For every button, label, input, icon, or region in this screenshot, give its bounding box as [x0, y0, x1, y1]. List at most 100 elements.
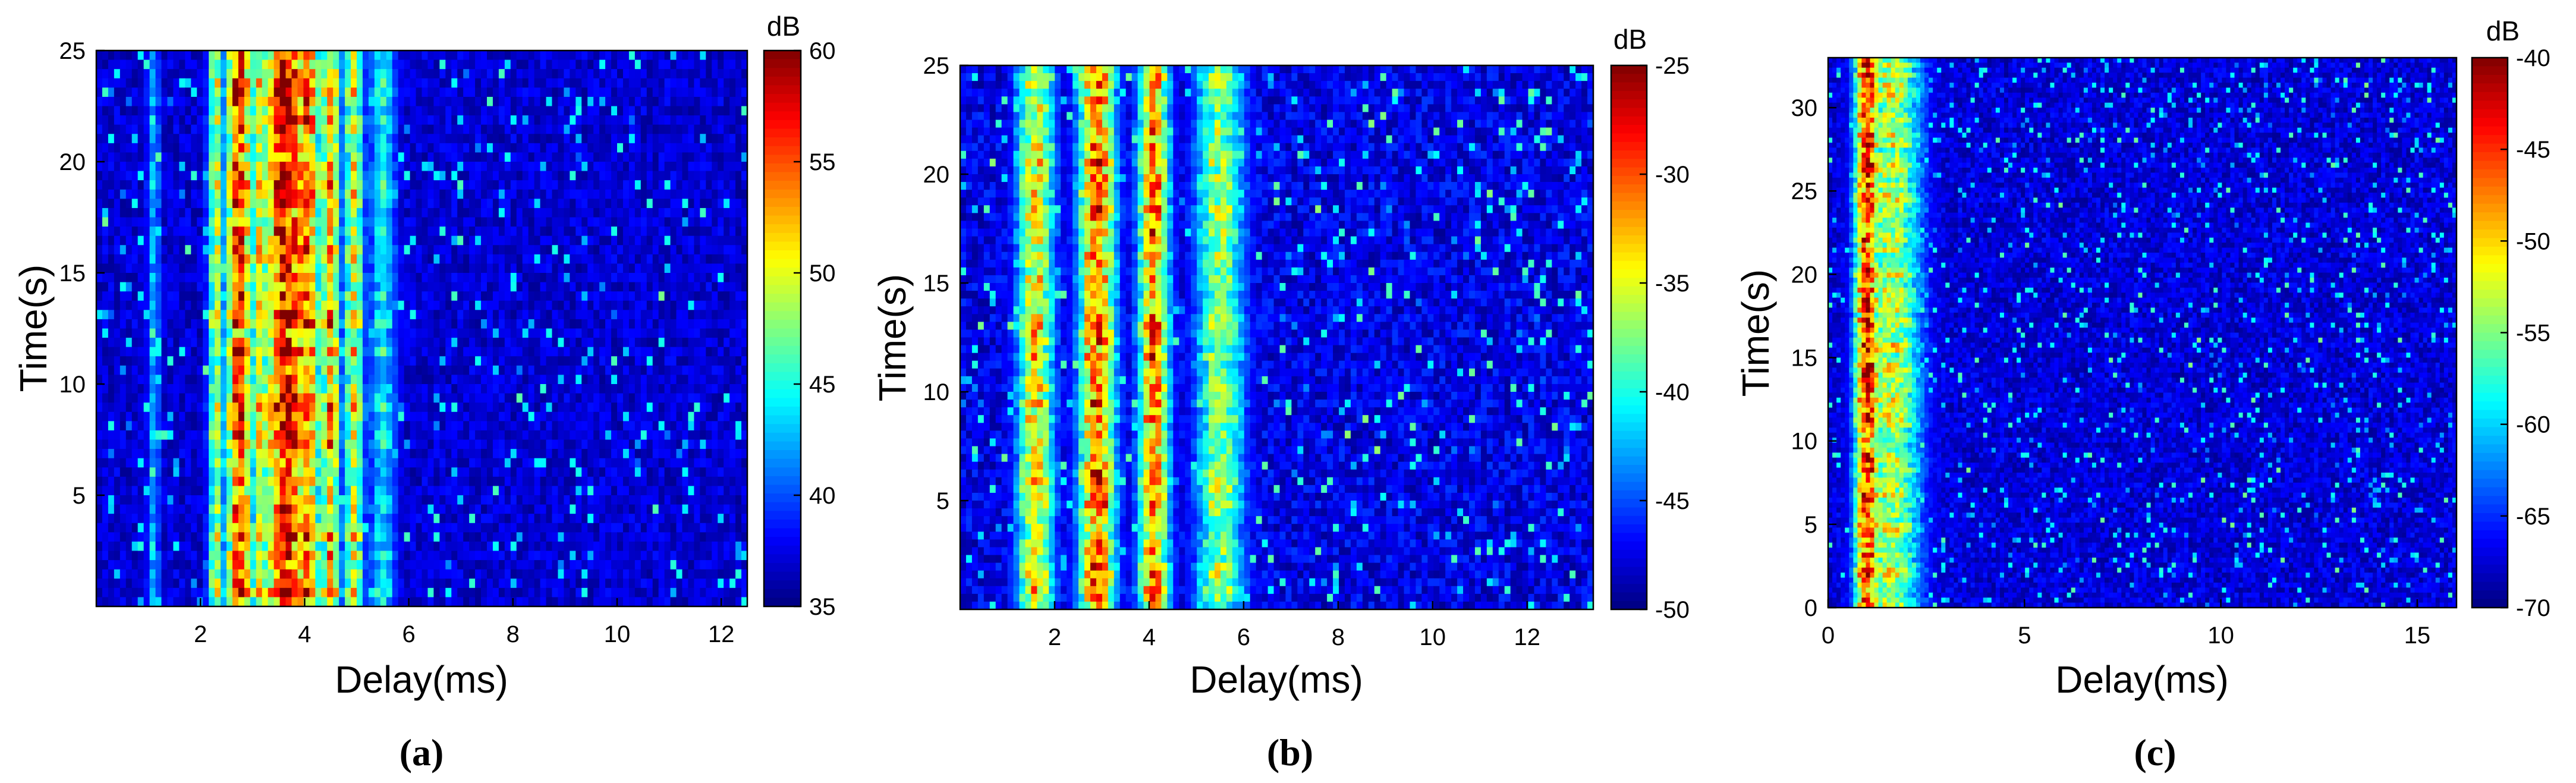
heatmap-cell	[522, 449, 529, 459]
heatmap-cell	[227, 430, 233, 441]
heatmap-cell	[475, 402, 482, 413]
heatmap-cell	[422, 458, 429, 468]
heatmap-cell	[463, 106, 470, 116]
heatmap-cell	[741, 411, 748, 422]
heatmap-cell	[291, 421, 298, 431]
heatmap-cell	[564, 106, 570, 116]
heatmap-cell	[173, 319, 180, 329]
heatmap-cell	[605, 124, 612, 134]
heatmap-cell	[238, 263, 245, 273]
heatmap-cell	[315, 96, 322, 107]
heatmap-cell	[516, 291, 523, 301]
heatmap-cell	[197, 421, 203, 431]
heatmap-cell	[628, 356, 636, 366]
heatmap-cell	[410, 59, 417, 70]
heatmap-cell	[522, 245, 529, 255]
heatmap-cell	[291, 300, 298, 310]
heatmap-cell	[581, 227, 588, 237]
heatmap-cell	[634, 78, 641, 88]
heatmap-cell	[339, 51, 345, 61]
heatmap-cell	[534, 96, 541, 107]
heatmap-cell	[149, 69, 156, 79]
heatmap-cell	[451, 124, 458, 134]
heatmap-cell	[416, 115, 423, 125]
heatmap-cell	[221, 430, 227, 441]
heatmap-cell	[250, 458, 257, 468]
heatmap-cell	[634, 430, 641, 441]
heatmap-cell	[137, 254, 144, 265]
heatmap-cell	[250, 467, 257, 477]
heatmap-cell	[599, 375, 606, 385]
heatmap-cell	[593, 189, 600, 199]
heatmap-cell	[622, 254, 630, 265]
heatmap-cell	[244, 78, 251, 88]
heatmap-cell	[433, 180, 440, 190]
heatmap-cell	[327, 310, 334, 320]
heatmap-cell	[114, 449, 121, 459]
heatmap-cell	[475, 458, 482, 468]
heatmap-cell	[510, 51, 517, 61]
heatmap-cell	[268, 124, 275, 134]
heatmap-cell	[173, 421, 180, 431]
heatmap-cell	[285, 430, 292, 441]
heatmap-cell	[386, 51, 393, 61]
heatmap-cell	[203, 106, 209, 116]
heatmap-cell	[570, 245, 576, 255]
heatmap-cell	[439, 384, 446, 394]
heatmap-cell	[587, 115, 594, 125]
heatmap-cell	[735, 319, 742, 329]
heatmap-cell	[256, 143, 263, 153]
heatmap-cell	[291, 273, 298, 283]
heatmap-cell	[492, 282, 499, 292]
heatmap-cell	[108, 143, 115, 153]
heatmap-cell	[273, 59, 281, 70]
heatmap-cell	[345, 282, 351, 292]
heatmap-cell	[664, 263, 671, 273]
heatmap-cell	[552, 115, 559, 125]
heatmap-cell	[552, 449, 559, 459]
heatmap-cell	[741, 458, 748, 468]
heatmap-cell	[706, 430, 712, 441]
heatmap-cell	[197, 227, 203, 237]
heatmap-cell	[469, 430, 476, 441]
heatmap-cell	[457, 143, 464, 153]
heatmap-cell	[682, 430, 689, 441]
heatmap-cell	[131, 365, 139, 376]
heatmap-cell	[102, 207, 109, 218]
heatmap-cell	[564, 143, 570, 153]
heatmap-cell	[646, 365, 653, 376]
heatmap-cell	[244, 384, 251, 394]
heatmap-cell	[729, 282, 736, 292]
heatmap-cell	[575, 421, 582, 431]
heatmap-cell	[149, 106, 156, 116]
heatmap-cell	[481, 439, 487, 449]
heatmap-cell	[279, 365, 287, 376]
heatmap-cell	[427, 235, 434, 246]
heatmap-cell	[179, 310, 185, 320]
heatmap-cell	[706, 347, 712, 357]
heatmap-cell	[718, 375, 724, 385]
heatmap-cell	[309, 69, 316, 79]
heatmap-cell	[273, 124, 281, 134]
heatmap-cell	[179, 189, 185, 199]
heatmap-cell	[392, 421, 399, 431]
heatmap-cell	[125, 430, 133, 441]
heatmap-cell	[256, 171, 263, 181]
heatmap-cell	[114, 328, 121, 338]
heatmap-cell	[303, 291, 310, 301]
heatmap-cell	[351, 263, 357, 273]
heatmap-cell	[321, 207, 328, 218]
heatmap-cell	[221, 439, 227, 449]
heatmap-cell	[297, 282, 304, 292]
heatmap-cell	[203, 207, 209, 218]
heatmap-cell	[155, 254, 162, 265]
heatmap-cell	[102, 180, 109, 190]
heatmap-cell	[368, 227, 375, 237]
heatmap-cell	[297, 467, 304, 477]
heatmap-cell	[315, 365, 322, 376]
heatmap-cell	[203, 310, 209, 320]
heatmap-cell	[303, 347, 310, 357]
heatmap-cell	[605, 356, 612, 366]
heatmap-cell	[285, 273, 292, 283]
heatmap-cell	[137, 235, 144, 246]
